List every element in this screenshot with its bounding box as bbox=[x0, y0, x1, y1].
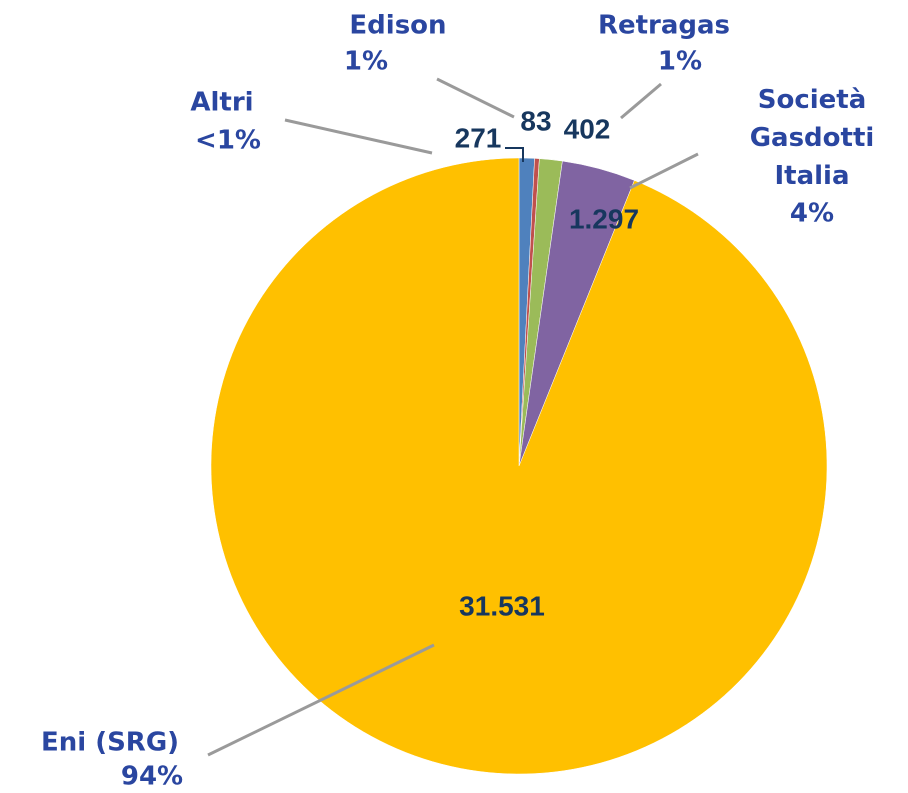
percent-label: 1% bbox=[658, 47, 702, 77]
percent-label: 1% bbox=[344, 47, 388, 77]
leader-line bbox=[436, 77, 515, 119]
leader-line bbox=[629, 152, 699, 190]
value-label: 1.297 bbox=[569, 203, 639, 234]
percent-label: 4% bbox=[790, 199, 834, 229]
category-label: Altri bbox=[190, 88, 253, 118]
percent-label: <1% bbox=[195, 126, 261, 156]
leader-line bbox=[505, 147, 524, 162]
leader-line bbox=[207, 643, 435, 757]
value-label: 402 bbox=[564, 113, 611, 144]
category-label: Edison bbox=[349, 11, 446, 41]
value-label: 271 bbox=[455, 122, 502, 153]
pie-slice bbox=[210, 157, 828, 775]
percent-label: 94% bbox=[121, 762, 183, 792]
leader-line bbox=[620, 82, 662, 120]
leader-line bbox=[284, 118, 433, 155]
value-label: 31.531 bbox=[459, 590, 545, 621]
category-label: Eni (SRG) bbox=[41, 728, 179, 758]
category-label: Società Gasdotti Italia bbox=[750, 85, 875, 191]
value-label: 83 bbox=[520, 105, 551, 136]
pie bbox=[210, 157, 828, 775]
category-label: Retragas bbox=[598, 11, 730, 41]
